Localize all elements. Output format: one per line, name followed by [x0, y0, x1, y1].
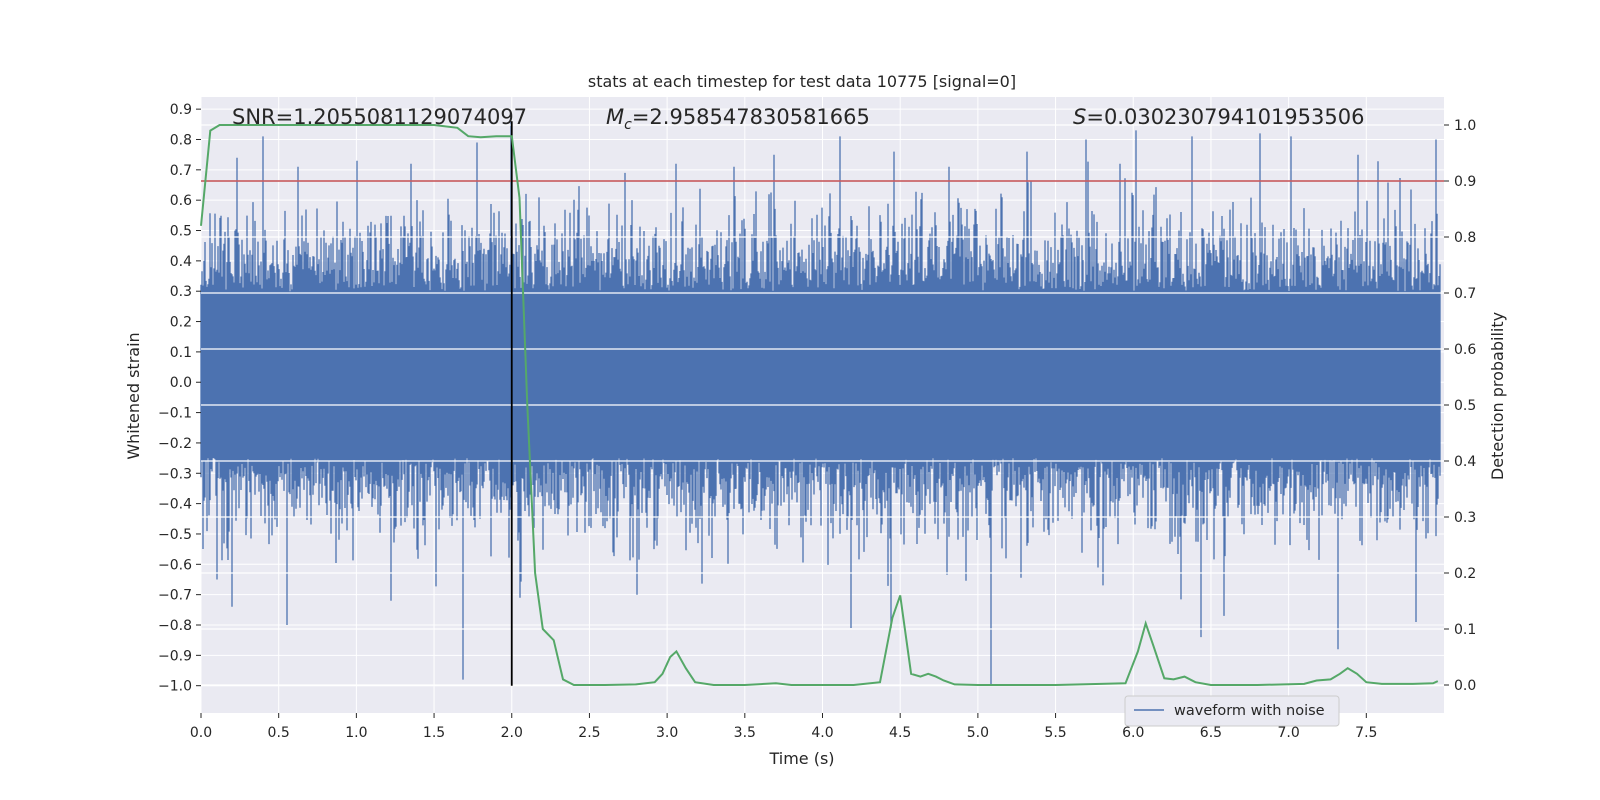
y-tick-label: −0.6 — [158, 557, 192, 573]
y-tick-label: −0.4 — [158, 497, 192, 513]
y2-tick-label: 0.7 — [1454, 286, 1476, 302]
x-tick-label: 2.5 — [578, 725, 600, 741]
y2-axis-label: Detection probability — [1488, 312, 1507, 480]
s-value: =0.030230794101953506 — [1086, 105, 1364, 129]
snr-annotation: SNR=1.2055081129074097 — [232, 105, 527, 129]
x-tick-label: 6.5 — [1200, 725, 1222, 741]
y-tick-label: −0.2 — [158, 436, 192, 452]
chirp-mass-symbol: M — [606, 105, 624, 129]
y2-axis-ticks: 0.0 0.1 0.2 0.3 0.4 0.5 0.6 0.7 0.8 0.9 1.0 — [1444, 118, 1476, 694]
y-tick-label: 0.2 — [170, 315, 192, 331]
s-annotation: S=0.030230794101953506 — [1073, 105, 1364, 129]
y-tick-label: −0.5 — [158, 527, 192, 543]
y2-tick-label: 0.6 — [1454, 342, 1476, 358]
y-axis-ticks: −1.0 −0.9 −0.8 −0.7 −0.6 −0.5 −0.4 −0.3 −0.2 −0.1… — [158, 102, 201, 695]
x-tick-label: 2.0 — [501, 725, 523, 741]
y-tick-label: 0.0 — [170, 375, 192, 391]
y2-tick-label: 0.2 — [1454, 566, 1476, 582]
y-tick-label: 0.5 — [170, 224, 192, 240]
chart-title: stats at each timestep for test data 107… — [588, 72, 1016, 91]
y-tick-label: 0.1 — [170, 345, 192, 361]
x-tick-label: 5.0 — [967, 725, 989, 741]
x-tick-label: 1.0 — [345, 725, 367, 741]
chirp-mass-annotation: Mc=2.958547830581665 — [606, 105, 870, 133]
legend-entry: waveform with noise — [1174, 703, 1325, 719]
y2-tick-label: 0.0 — [1454, 678, 1476, 694]
x-tick-label: 1.5 — [423, 725, 445, 741]
y-tick-label: 0.8 — [170, 132, 192, 148]
y-tick-label: 0.9 — [170, 102, 192, 118]
y-tick-label: −0.1 — [158, 406, 192, 422]
y-tick-label: −0.7 — [158, 588, 192, 604]
y2-tick-label: 0.3 — [1454, 510, 1476, 526]
x-axis-ticks: 0.0 0.5 1.0 1.5 2.0 2.5 3.0 3.5 4.0 4.5 5.0 5.5 6.0 6… — [190, 713, 1377, 741]
y-tick-label: 0.4 — [170, 254, 192, 270]
y-tick-label: −0.9 — [158, 648, 192, 664]
x-tick-label: 7.0 — [1277, 725, 1299, 741]
y-axis-label: Whitened strain — [124, 332, 143, 459]
plot-area — [200, 97, 1444, 713]
x-tick-label: 7.5 — [1355, 725, 1377, 741]
chirp-mass-subscript: c — [624, 117, 632, 133]
chirp-mass-value: =2.958547830581665 — [632, 105, 870, 129]
legend-box — [1124, 695, 1340, 727]
y-tick-label: 0.3 — [170, 284, 192, 300]
y-tick-label: 0.6 — [170, 193, 192, 209]
y-tick-label: 0.7 — [170, 163, 192, 179]
y2-tick-label: 0.8 — [1454, 230, 1476, 246]
x-tick-label: 5.5 — [1044, 725, 1066, 741]
y-tick-label: −0.8 — [158, 618, 192, 634]
x-tick-label: 0.0 — [190, 725, 212, 741]
s-symbol: S — [1073, 105, 1086, 129]
x-tick-label: 3.5 — [734, 725, 756, 741]
y2-tick-label: 1.0 — [1454, 118, 1476, 134]
x-tick-label: 4.5 — [889, 725, 911, 741]
x-tick-label: 3.0 — [656, 725, 678, 741]
x-tick-label: 6.0 — [1122, 725, 1144, 741]
x-tick-label: 4.0 — [811, 725, 833, 741]
probability-line — [200, 124, 1439, 686]
x-axis-label: Time (s) — [768, 749, 834, 768]
x-tick-label: 0.5 — [268, 725, 290, 741]
y2-tick-label: 0.9 — [1454, 174, 1476, 190]
y-tick-label: −0.3 — [158, 466, 192, 482]
legend: waveform with noise — [1124, 695, 1340, 727]
y-tick-label: −1.0 — [158, 679, 192, 695]
y2-tick-label: 0.5 — [1454, 398, 1476, 414]
y2-tick-label: 0.4 — [1454, 454, 1476, 470]
y2-tick-label: 0.1 — [1454, 622, 1476, 638]
